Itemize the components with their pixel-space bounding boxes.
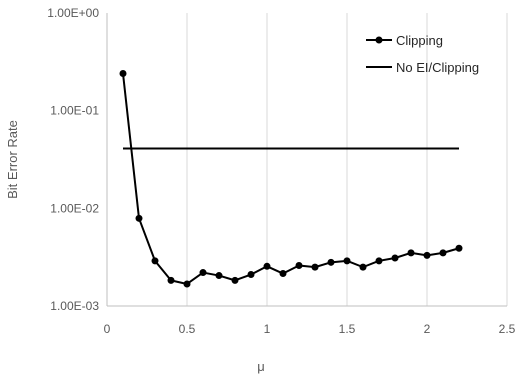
data-point bbox=[359, 263, 367, 271]
data-point bbox=[215, 272, 223, 280]
series-line-0 bbox=[122, 73, 460, 285]
y-tick-label: 1.00E+00 bbox=[47, 6, 99, 20]
series-layer bbox=[119, 70, 463, 288]
data-point bbox=[135, 214, 143, 222]
axes bbox=[106, 13, 507, 307]
data-point bbox=[263, 262, 271, 270]
x-tick-label: 1.5 bbox=[339, 322, 356, 336]
data-point bbox=[183, 280, 191, 288]
data-point bbox=[167, 276, 175, 284]
data-point bbox=[423, 251, 431, 259]
data-point bbox=[455, 244, 463, 252]
data-point bbox=[311, 263, 319, 271]
x-tick-label: 0.5 bbox=[179, 322, 196, 336]
data-point bbox=[391, 254, 399, 262]
y-tick-label: 1.00E-03 bbox=[50, 299, 99, 313]
data-point bbox=[279, 270, 287, 278]
data-point bbox=[247, 271, 255, 279]
x-axis-title: μ bbox=[257, 359, 265, 374]
legend-marker bbox=[375, 36, 383, 44]
data-point bbox=[327, 258, 335, 266]
y-tick-label: 1.00E-02 bbox=[50, 201, 99, 215]
x-tick-label: 2 bbox=[424, 322, 431, 336]
data-point bbox=[199, 269, 207, 277]
y-axis-title: Bit Error Rate bbox=[5, 120, 20, 199]
x-tick-label: 0 bbox=[104, 322, 111, 336]
legend-label: Clipping bbox=[396, 33, 443, 48]
y-tick-label: 1.00E-01 bbox=[50, 104, 99, 118]
data-point bbox=[119, 70, 127, 78]
data-point bbox=[407, 249, 415, 257]
data-point bbox=[375, 257, 383, 265]
y-tick-labels: 1.00E-03 1.00E-02 1.00E-01 1.00E+00 bbox=[47, 6, 99, 313]
data-point bbox=[439, 249, 447, 257]
x-tick-label: 1 bbox=[264, 322, 271, 336]
data-point bbox=[151, 257, 159, 265]
x-tick-labels: 0 0.5 1 1.5 2 2.5 bbox=[104, 322, 516, 336]
legend: Clipping No EI/Clipping bbox=[366, 33, 479, 75]
data-point bbox=[231, 276, 239, 284]
x-tick-label: 2.5 bbox=[499, 322, 516, 336]
data-point bbox=[343, 257, 351, 265]
data-point bbox=[295, 261, 303, 269]
legend-label: No EI/Clipping bbox=[396, 60, 479, 75]
